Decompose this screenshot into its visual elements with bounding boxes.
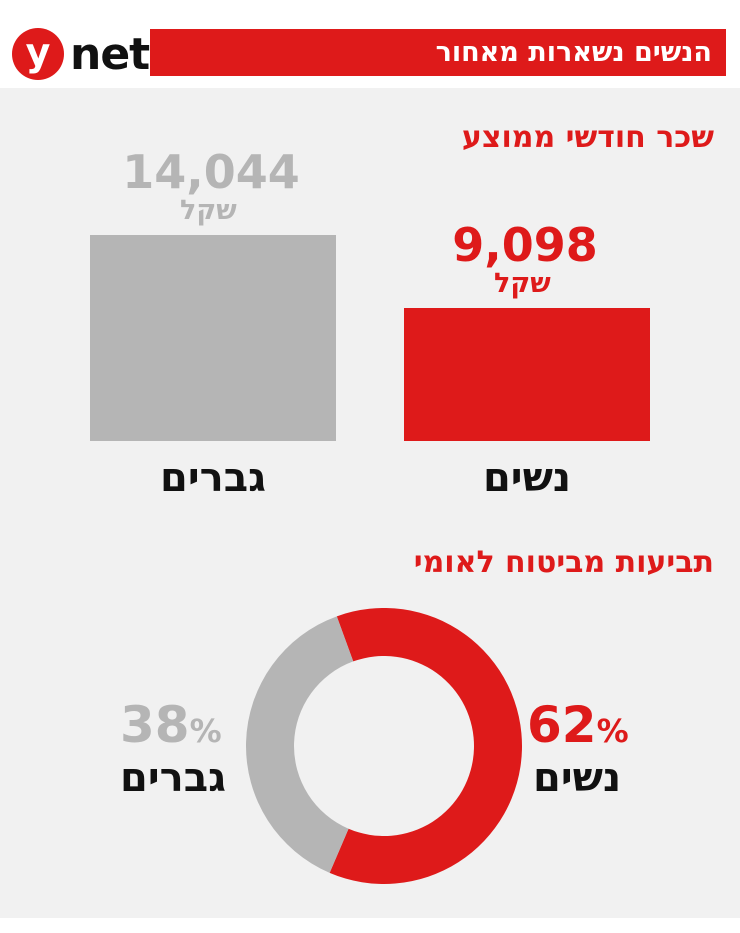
logo-wordmark: net bbox=[70, 28, 150, 80]
donut-slice-men bbox=[246, 616, 354, 873]
header: y net הנשים נשארות מאחור bbox=[0, 0, 740, 88]
donut-chart-title: תביעות מביטוח לאומי bbox=[413, 545, 714, 580]
footer-strip bbox=[0, 918, 740, 933]
percent-women: 62% bbox=[527, 700, 629, 750]
bar-value-women: 9,098 bbox=[452, 217, 598, 272]
ynet-logo[interactable]: y net bbox=[12, 26, 150, 82]
donut-slice-women bbox=[329, 608, 522, 884]
category-label-men: גברים bbox=[160, 455, 266, 501]
percent-sign-women: % bbox=[596, 712, 629, 750]
donut-label-women: נשים bbox=[533, 755, 622, 801]
percent-men: 38% bbox=[120, 700, 222, 750]
page-title: הנשים נשארות מאחור bbox=[150, 29, 726, 76]
percent-value-men: 38 bbox=[120, 696, 190, 754]
bar-value-men: 14,044 bbox=[122, 145, 300, 199]
infographic-panel bbox=[0, 88, 740, 918]
percent-sign-men: % bbox=[189, 712, 222, 750]
donut-label-men: גברים bbox=[120, 755, 226, 801]
donut-chart bbox=[246, 608, 522, 884]
bar-unit-women: שקל bbox=[494, 267, 551, 299]
bar-unit-men: שקל bbox=[180, 195, 237, 226]
logo-mark: y bbox=[12, 28, 64, 80]
percent-value-women: 62 bbox=[527, 696, 597, 754]
category-label-women: נשים bbox=[482, 455, 572, 501]
bar-women bbox=[404, 307, 650, 441]
bar-men bbox=[90, 235, 336, 441]
bar-chart-title: שכר חודשי ממוצע bbox=[461, 120, 714, 155]
